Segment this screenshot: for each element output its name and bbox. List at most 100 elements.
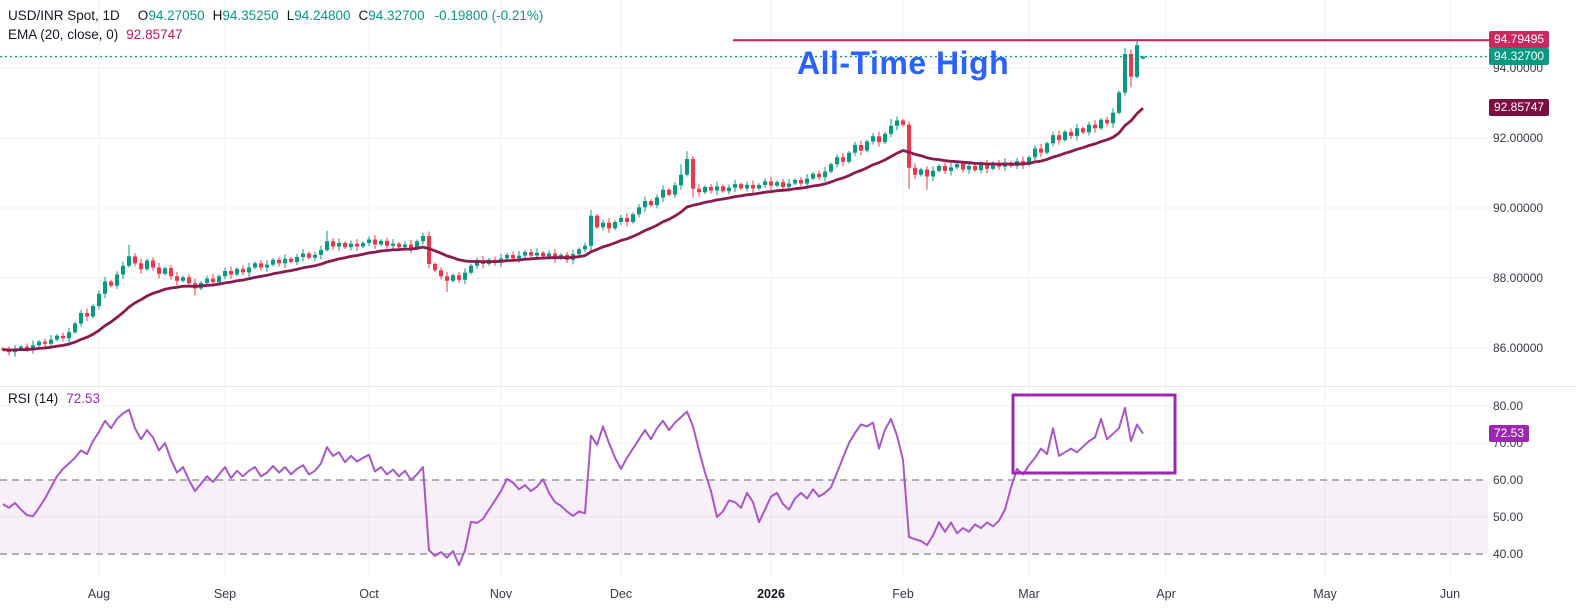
candle-body [973, 166, 977, 171]
rsi-legend-row: RSI (14) 72.53 [8, 391, 100, 406]
rsi-tick-label: 60.00 [1493, 473, 1524, 487]
time-axis-label: Aug [87, 587, 111, 601]
candle-body [1, 348, 5, 350]
candle-body [37, 341, 41, 346]
rsi-indicator-value: 72.53 [66, 391, 101, 406]
time-axis-label: Jun [1439, 587, 1461, 601]
candle-body [385, 240, 389, 246]
candle-body [511, 254, 515, 259]
candle-body [1057, 135, 1061, 141]
last-price-badge: 94.32700 [1489, 47, 1550, 65]
candle-body [379, 240, 383, 245]
candle-body [529, 252, 533, 256]
candle-body [841, 157, 845, 162]
rsi-band [0, 480, 1488, 554]
candle-body [61, 335, 65, 339]
candle-body [151, 260, 155, 268]
candle-body [259, 263, 263, 268]
candle-body [589, 215, 593, 246]
candle-body [613, 222, 617, 229]
price-scale[interactable]: 94.00000 92.00000 90.00000 88.00000 86.00000… [1488, 0, 1576, 578]
candle-body [133, 256, 137, 264]
ema-indicator-label[interactable]: EMA (20, close, 0) [8, 27, 119, 42]
change-value: -0.19800 (-0.21%) [434, 8, 544, 23]
candle-body [805, 178, 809, 184]
rsi-line [2, 406, 1144, 567]
candle-body [217, 276, 221, 283]
candle-body [1093, 124, 1097, 129]
candle-body [985, 164, 989, 169]
candle-body [709, 187, 713, 191]
candle-body [289, 258, 293, 262]
time-axis-label: May [1313, 587, 1337, 601]
candle-body [799, 180, 803, 184]
candle-body [145, 260, 149, 270]
candle-body [685, 159, 689, 175]
candle-body [109, 281, 113, 286]
candle-body [607, 222, 611, 229]
candle-body [67, 332, 71, 339]
candle-body [535, 252, 539, 256]
candle-body [637, 207, 641, 215]
candle-body [787, 183, 791, 187]
pane-separator[interactable] [0, 386, 1576, 387]
symbol-legend-row: USD/INR Spot, 1D O94.27050 H94.35250 L94.24… [8, 6, 543, 25]
candle-body [625, 217, 629, 222]
rsi-tick-label: 40.00 [1493, 547, 1524, 561]
candle-body [673, 185, 677, 195]
candle-body [901, 120, 905, 125]
candle-body [649, 201, 653, 206]
candle-body [583, 245, 587, 250]
candle-body [235, 268, 239, 275]
candle-body [751, 184, 755, 189]
candle-body [877, 136, 881, 143]
ath-annotation-text: All-Time High [797, 45, 1010, 81]
candle-body [1033, 148, 1037, 158]
candle-body [871, 136, 875, 142]
candle-body [547, 253, 551, 257]
candle-body [817, 173, 821, 178]
open-label: O [137, 8, 149, 23]
candle-body [325, 241, 329, 250]
candle-body [331, 241, 335, 247]
candle-body [277, 259, 281, 264]
close-value: 94.32700 [368, 8, 425, 23]
candle-body [205, 278, 209, 283]
candle-body [313, 254, 317, 258]
candle-body [757, 184, 761, 189]
candle-body [451, 275, 455, 281]
candle-body [343, 243, 347, 248]
time-axis-label: Nov [489, 587, 513, 601]
candle-body [955, 163, 959, 168]
ema-line [2, 107, 1144, 352]
candle-body [397, 243, 401, 248]
candle-body [961, 163, 965, 170]
candle-body [1063, 131, 1067, 141]
candle-body [457, 275, 461, 280]
candle-body [421, 236, 425, 242]
candle-body [169, 268, 173, 277]
symbol-title[interactable]: USD/INR Spot, 1D [8, 8, 120, 23]
candle-body [523, 252, 527, 256]
candle-body [991, 163, 995, 169]
candle-body [373, 239, 377, 245]
candle-body [631, 214, 635, 222]
candle-body [727, 187, 731, 192]
candle-body [265, 264, 269, 268]
candle-body [667, 189, 671, 195]
rsi-tick-label: 80.00 [1493, 399, 1524, 413]
candle-body [127, 256, 131, 266]
candle-body [301, 253, 305, 257]
candle-body [415, 241, 419, 249]
rsi-indicator-label[interactable]: RSI (14) [8, 391, 59, 406]
candle-body [223, 271, 227, 277]
candle-body [835, 157, 839, 165]
time-scale[interactable]: Aug Sep Oct Nov Dec 2026 Feb Mar Apr May Jun [0, 578, 1576, 610]
candle-body [25, 346, 29, 350]
candle-body [937, 166, 941, 171]
candle-body [115, 274, 119, 286]
time-axis-label: Sep [213, 587, 237, 601]
low-label: L [286, 8, 295, 23]
high-value: 94.35250 [222, 8, 279, 23]
